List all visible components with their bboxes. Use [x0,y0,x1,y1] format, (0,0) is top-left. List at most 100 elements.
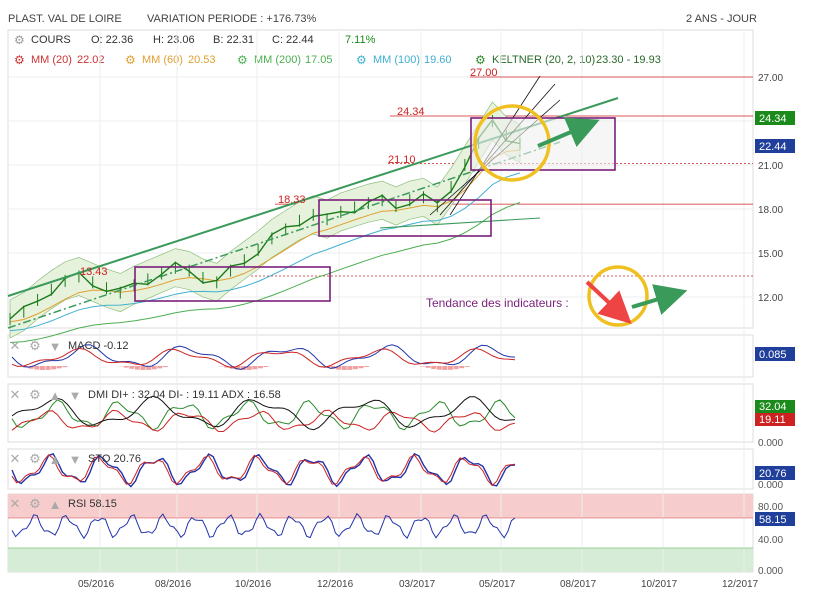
macd-bar [28,366,34,369]
arrow-down-icon[interactable]: ▼ [68,387,82,403]
last-badge-text: 22.44 [759,141,787,153]
price-tick-label: 27.00 [758,73,783,84]
rsi-oversold-zone [8,548,753,572]
macd-bar [341,366,347,370]
macd-bar [459,366,465,369]
consolidation-box-1 [134,266,331,302]
trend-line-lower [7,141,561,329]
sto-axis-zero: 0.000 [758,480,783,491]
macd-bar [431,366,437,369]
dmi-toolbar: ✕ ⚙ ▲ ▼ DMI DI+ : 32.04 DI- : 19.11 ADX … [8,387,281,403]
sto-d-line [11,454,516,487]
variation-text: VARIATION PERIODE : +176.73% [147,13,317,25]
gear-icon[interactable]: ⚙ [29,451,41,466]
mm100-value: 19.60 [424,54,452,66]
macd-bar [336,366,342,370]
macd-bar [56,366,62,369]
macd-bar [252,366,258,370]
arrow-up-icon[interactable]: ▲ [48,451,62,467]
time-tick-label: 05/2017 [479,579,516,590]
time-tick-label: 08/2017 [560,579,597,590]
macd-label: MACD -0.12 [68,340,129,352]
macd-badge [755,347,795,361]
macd-toolbar: ✕ ⚙ ▼ MACD -0.12 [8,338,129,354]
close-value: C: 22.44 [272,34,314,46]
macd-bar [162,366,168,368]
gear-icon[interactable]: ⚙ [29,387,41,402]
keltner-label: KELTNER (20, 2, 10) [492,54,596,66]
last-badge [755,139,795,153]
gear-icon[interactable]: ⚙ [14,53,25,67]
macd-bar [263,366,269,368]
macd-bar [129,366,135,369]
time-tick-label: 10/2017 [641,579,678,590]
gear-icon[interactable]: ⚙ [475,53,486,67]
macd-bar [224,366,230,368]
rsi-axis-40: 40.00 [758,535,783,546]
macd-panel [7,334,754,378]
change-value: 7.11% [345,34,376,46]
indicator-up-arrow [631,284,688,315]
rsi-axis-zero: 0.000 [758,566,783,577]
macd-bar [246,366,252,370]
gear-icon[interactable]: ⚙ [237,53,248,67]
level-label-27: 27.00 [470,67,498,79]
time-axis: 05/2016 08/2016 10/2016 12/2016 03/2017 05/20… [78,579,759,590]
arrow-up-icon[interactable]: ▲ [48,387,62,403]
macd-bar [453,366,459,370]
rsi-label: RSI 58.15 [68,498,117,510]
arrow-up-icon[interactable]: ▲ [48,496,62,512]
macd-bar [151,366,157,370]
tendance-label: Tendance des indicateurs : [426,296,569,310]
price-line [9,118,521,320]
mm60-line [9,149,521,323]
consolidation-box-2 [318,199,492,237]
gear-icon[interactable]: ⚙ [29,496,41,511]
stock-name: PLAST. VAL DE LOIRE [8,13,122,25]
mm100-line [9,172,521,332]
arrow-down-icon[interactable]: ▼ [68,451,82,467]
macd-badge-text: 0.085 [759,349,787,361]
sto-badge-text: 20.76 [759,468,787,480]
close-icon[interactable]: ✕ [9,338,21,353]
price-tick-label: 12.00 [758,293,783,304]
main-panel [7,29,754,329]
close-icon[interactable]: ✕ [9,387,21,402]
close-icon[interactable]: ✕ [9,496,21,511]
di-minus-badge-text: 19.11 [759,414,786,426]
rsi-badge-text: 58.15 [759,514,787,526]
arrow-down-icon[interactable]: ▼ [48,338,62,354]
level-label-2110: 21.10 [388,154,416,166]
macd-bar [436,366,442,370]
dmi-panel [7,383,754,443]
gear-icon[interactable]: ⚙ [29,338,41,353]
time-tick-label: 03/2017 [399,579,436,590]
trend-line-support [379,217,541,229]
macd-bar [358,366,364,369]
gear-icon[interactable]: ⚙ [14,33,25,47]
macd-bar [257,366,263,369]
time-tick-label: 12/2016 [317,579,354,590]
mm60-label: MM (60) [142,54,183,66]
macd-bar [447,366,453,370]
level-label-2434: 24.34 [397,106,425,118]
price-badge [755,111,795,125]
low-value: B: 22.31 [213,34,254,46]
macd-bar [39,366,45,370]
period-text[interactable]: 2 ANS - JOUR [686,13,757,25]
gear-icon[interactable]: ⚙ [356,53,367,67]
mm20-value: 22.02 [77,54,105,66]
di-plus-badge [755,400,795,413]
mm100-label: MM (100) [373,54,421,66]
gear-icon[interactable]: ⚙ [125,53,136,67]
macd-bar [330,366,336,369]
sto-label: STO 20.76 [88,453,141,465]
macd-bar [364,366,370,367]
close-icon[interactable]: ✕ [9,451,21,466]
di-minus-badge [755,413,795,426]
indicator-down-arrow [585,280,632,324]
macd-bar [235,366,241,370]
mm200-line [9,202,521,343]
